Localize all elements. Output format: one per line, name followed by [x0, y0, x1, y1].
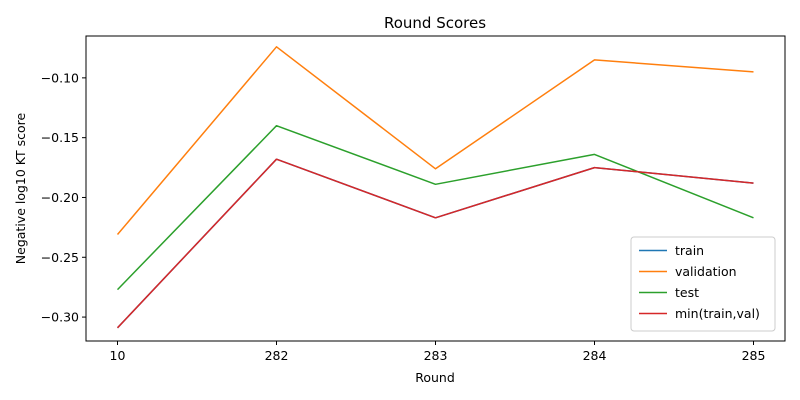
y-tick-label: −0.25: [41, 250, 79, 265]
legend: train validation test min(train,val): [630, 236, 776, 332]
y-tick-label: −0.10: [41, 70, 79, 85]
x-axis: 10 282 283 284 285: [110, 341, 766, 363]
x-tick-label: 285: [742, 348, 766, 363]
y-tick-label: −0.15: [41, 130, 79, 145]
series-line-test: [116, 124, 754, 291]
y-tick-label: −0.20: [41, 190, 79, 205]
chart-title: Round Scores: [384, 14, 486, 32]
legend-label: validation: [675, 264, 737, 279]
x-axis-label: Round: [415, 370, 455, 385]
y-tick-label: −0.30: [41, 310, 79, 325]
x-tick-label: 283: [424, 348, 448, 363]
x-tick-label: 10: [110, 348, 126, 363]
y-axis: −0.30 −0.25 −0.20 −0.15 −0.10: [41, 70, 86, 325]
series-line-min-train-val: [116, 158, 754, 329]
legend-label: train: [675, 243, 704, 258]
legend-label: min(train,val): [675, 306, 760, 321]
x-tick-label: 282: [265, 348, 289, 363]
series-line-validation: [116, 46, 754, 235]
legend-box: [630, 236, 776, 332]
x-tick-label: 284: [583, 348, 607, 363]
y-axis-label: Negative log10 KT score: [13, 112, 28, 264]
legend-label: test: [675, 285, 699, 300]
series-lines: [116, 46, 754, 329]
